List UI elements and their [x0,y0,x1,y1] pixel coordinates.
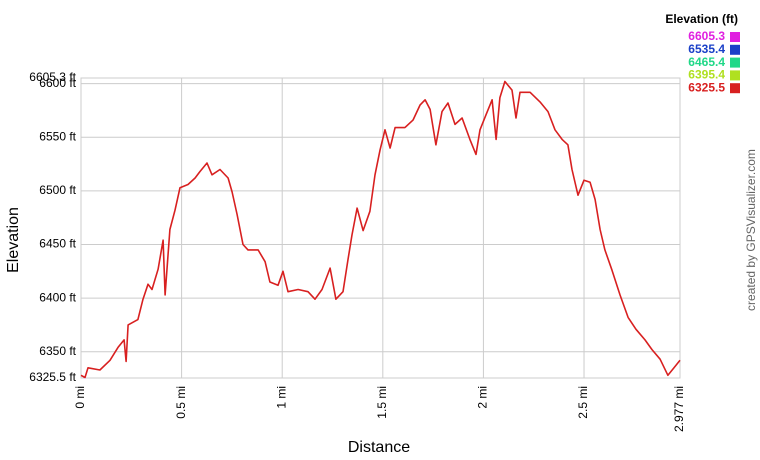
x-tick-label: 1 mi [274,386,288,409]
y-tick-label: 6550 ft [39,129,76,143]
legend-title: Elevation (ft) [665,12,738,26]
legend-label: 6605.3 [688,29,725,43]
legend-label: 6535.4 [688,42,725,56]
legend-swatch [730,83,740,94]
credit: created by GPSVisualizer.com [744,149,758,311]
legend-swatch [730,57,740,68]
y-tick-label: 6500 ft [39,183,76,197]
legend-swatch [730,70,740,81]
x-tick-label: 0 mi [73,386,87,409]
y-tick-label: 6350 ft [39,344,76,358]
x-tick-label: 1.5 mi [375,386,389,419]
legend-label: 6325.5 [688,80,725,94]
legend-label: 6395.4 [688,68,725,82]
x-tick-label: 0.5 mi [174,386,188,419]
y-tick-label: 6400 ft [39,290,76,304]
x-tick-label: 2 mi [476,386,490,409]
y-tick-label: 6325.5 ft [29,370,76,384]
y-tick-label: 6450 ft [39,237,76,251]
x-tick-label: 2.5 mi [576,386,590,419]
legend-swatch [730,44,740,55]
y-tick-label: 6605.3 ft [29,70,76,84]
elevation-line [80,80,681,379]
legend-swatch [730,32,740,42]
x-axis-title: Distance [348,439,410,456]
legend-label: 6465.4 [688,55,725,69]
y-tick-label: 6600 ft [39,76,76,90]
y-axis-title: Elevation [5,207,22,273]
x-tick-label: 2.977 mi [672,386,686,432]
